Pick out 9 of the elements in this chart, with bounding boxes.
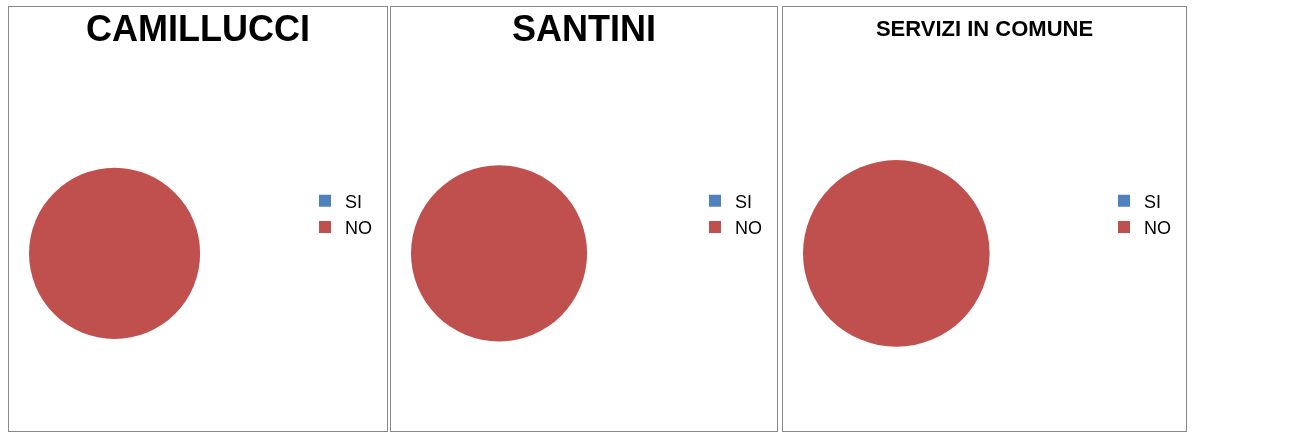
legend-label: SI	[345, 191, 363, 212]
legend-label: SI	[1144, 191, 1162, 212]
chart-title: CAMILLUCCI	[86, 7, 310, 49]
legend-label: NO	[1144, 218, 1171, 239]
legend-label: SI	[735, 191, 753, 212]
legend-label: NO	[345, 218, 372, 239]
legend-label: NO	[735, 218, 762, 239]
chart-title: SERVIZI IN COMUNE	[875, 15, 1094, 41]
chart-title: SANTINI	[512, 7, 656, 49]
